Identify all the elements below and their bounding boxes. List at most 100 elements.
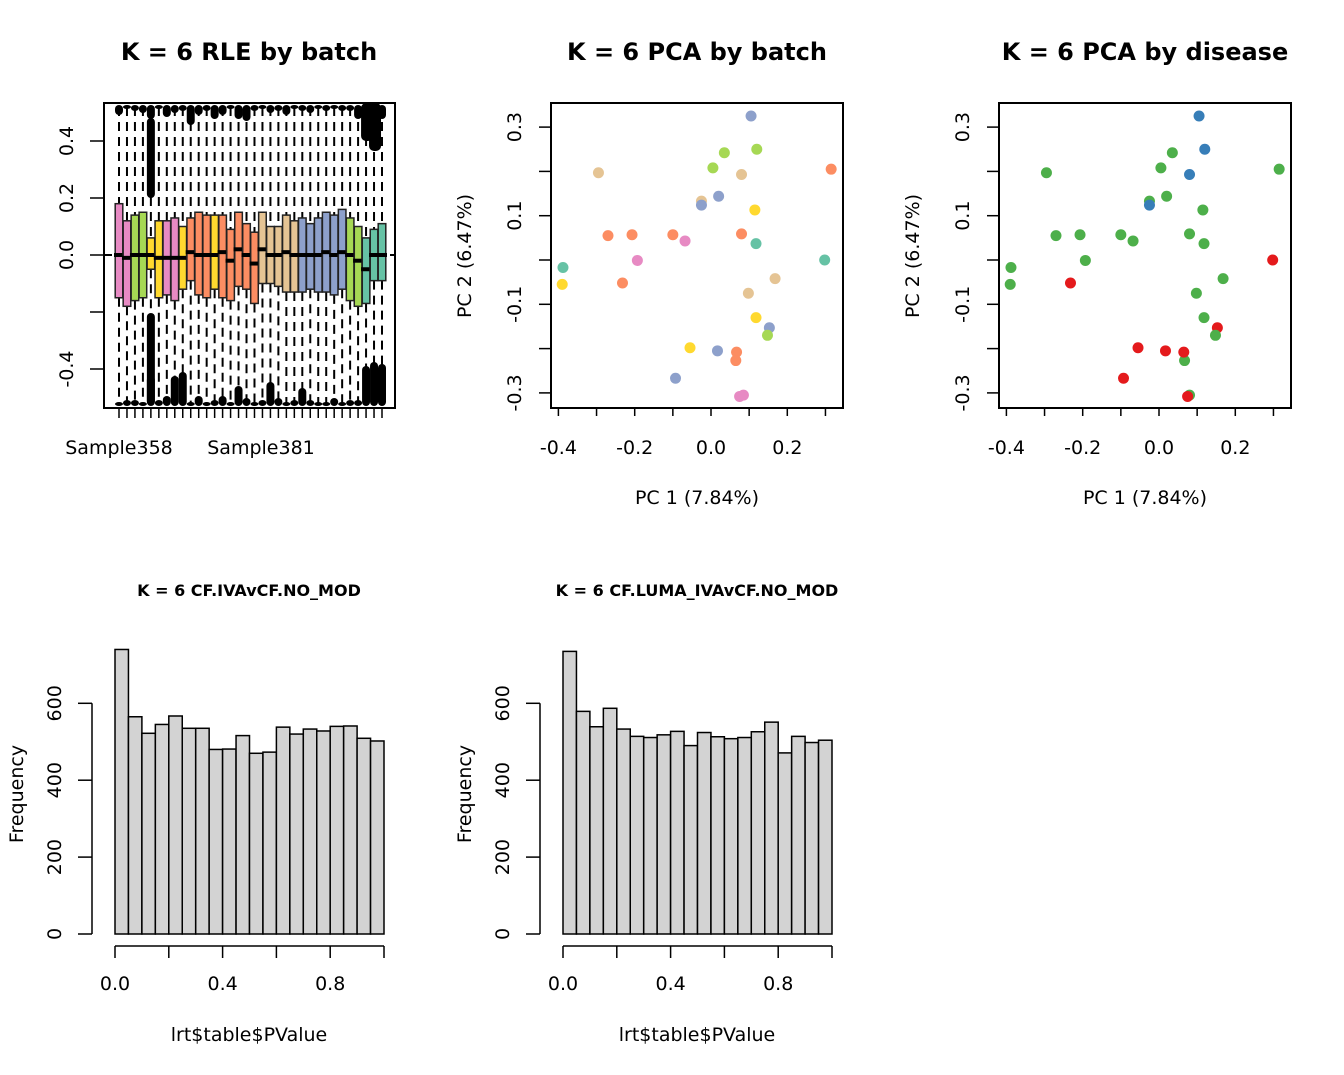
pca-batch-point (825, 163, 837, 175)
pca-disease-point (1159, 345, 1171, 357)
pca-disease-point (1074, 229, 1086, 241)
hist-luma-bar (669, 730, 685, 935)
pca-disease-xtick-label: -0.2 (1064, 437, 1101, 459)
hist-ivavcf-bar (248, 752, 264, 935)
hist-ivavcf-bar (329, 725, 345, 935)
rle-outliers-upper (122, 105, 131, 109)
rle-outliers-upper (250, 105, 259, 111)
pca-disease-point (1182, 390, 1194, 402)
pca-disease-point (1004, 278, 1016, 290)
rle-outliers-upper (290, 105, 299, 109)
rle-outliers-lower (298, 388, 307, 406)
rle-ytick-label: 0.0 (56, 240, 78, 270)
pca-batch-ylabel: PC 2 (6.47%) (454, 194, 476, 318)
hist-luma-ytick-label: 0 (492, 928, 514, 940)
hist-luma-bar (562, 650, 578, 935)
pca-disease-point (1190, 287, 1202, 299)
rle-outliers-lower (274, 398, 283, 406)
hist-ivavcf-ytick-label: 200 (44, 839, 66, 875)
rle-outliers-lower (290, 400, 299, 406)
pca-batch-point (707, 162, 719, 174)
rle-outliers-lower (242, 398, 251, 406)
rle-box (353, 225, 363, 308)
hist-ivavcf-bar (141, 732, 157, 935)
hist-luma-bar (602, 707, 618, 935)
rle-outliers-lower (178, 372, 187, 406)
pca-disease-point (1050, 230, 1062, 242)
rle-outliers-lower (314, 402, 323, 406)
pca-disease-point (1064, 277, 1076, 289)
hist-luma-ytick-label: 200 (492, 839, 514, 875)
hist-ivavcf-xtick-label: 0.8 (315, 973, 345, 995)
rle-outliers-lower (138, 402, 147, 406)
hist-luma-bar (683, 744, 699, 935)
pca-batch-point (750, 312, 762, 324)
pca-batch-point (718, 147, 730, 159)
rle-outliers-lower (370, 362, 379, 406)
rle-outliers-lower (266, 382, 275, 406)
rle-ytick-label: 0.2 (56, 183, 78, 213)
rle-box (377, 222, 387, 282)
pca-batch-title: K = 6 PCA by batch (567, 38, 827, 66)
pca-batch-point (626, 229, 638, 241)
pca-batch-points (556, 110, 837, 402)
hist-luma-bar (764, 721, 779, 935)
pca-batch-point (761, 329, 773, 341)
rle-box (186, 217, 196, 282)
hist-luma-bar (817, 739, 833, 935)
hist-ivavcf-bar (181, 727, 197, 935)
pca-disease-ytick-label: -0.1 (952, 286, 974, 323)
pca-batch-point (742, 287, 754, 299)
hist-luma-ytick-label: 400 (492, 762, 514, 798)
hist-luma-bar (575, 710, 591, 935)
pca-batch-ytick-label: 0.1 (504, 201, 526, 231)
pca-disease-point (1079, 254, 1091, 266)
hist-luma-bar (777, 752, 793, 935)
pca-batch-plot-frame (550, 102, 844, 409)
rle-outliers-lower (322, 402, 331, 406)
hist-luma-bar (696, 731, 712, 935)
rle-outliers-lower (122, 400, 131, 406)
rle-outliers-upper (194, 105, 203, 115)
rle-outliers-lower (306, 400, 315, 406)
pca-disease-points (1004, 110, 1285, 402)
pca-batch-point (730, 355, 742, 367)
pca-batch-point (734, 390, 746, 402)
pca-disease-point (1118, 372, 1130, 384)
rle-outliers-upper (354, 105, 363, 119)
pca-disease-point (1193, 110, 1205, 122)
hist-ivavcf-ytick-label: 0 (44, 928, 66, 940)
rle-outliers-lower (234, 386, 243, 406)
hist-ivavcf-bar (235, 734, 251, 935)
pca-disease-xtick-label: 0.0 (1144, 437, 1174, 459)
pca-batch-ytick-label: -0.1 (504, 286, 526, 323)
pca-disease-title: K = 6 PCA by disease (1002, 38, 1289, 66)
pca-disease-point (1198, 312, 1210, 324)
pca-batch-point (731, 346, 743, 358)
pca-disease-axes: -0.4 -0.2 0.0 0.2 -0.3 -0.1 0.1 0.3 (952, 112, 1275, 459)
rle-outliers-upper (266, 105, 275, 113)
hist-ivavcf-ytick-label: 400 (44, 762, 66, 798)
pca-batch-point (711, 345, 723, 357)
hist-luma-xtick-label: 0.0 (548, 973, 578, 995)
rle-box (226, 228, 236, 302)
hist-luma-title: K = 6 CF.LUMA_IVAvCF.NO_MOD (556, 581, 839, 600)
rle-outliers-upper (146, 118, 155, 198)
rle-outliers-lower (338, 402, 347, 406)
hist-ivavcf-ytick-label: 600 (44, 685, 66, 721)
rle-outliers-lower (250, 402, 259, 406)
rle-outliers-upper (210, 105, 219, 119)
rle-outliers-upper (234, 105, 243, 119)
hist-ivavcf-bar (275, 726, 291, 935)
pca-batch-point (751, 143, 763, 155)
rle-outliers-lower (362, 366, 371, 406)
pca-batch-point (819, 254, 831, 266)
pca-batch-point (679, 235, 691, 247)
hist-luma-xtick-label: 0.4 (655, 973, 685, 995)
rle-boxes (104, 103, 395, 406)
rle-xtick-label-1: Sample381 (207, 437, 315, 459)
rle-boxplot-panel: K = 6 RLE by batch -0.4 0.0 0.2 0.4 Sample3… (56, 38, 396, 459)
pca-batch-point (695, 199, 707, 211)
rle-title: K = 6 RLE by batch (121, 38, 377, 66)
rle-outliers-upper (186, 105, 195, 125)
